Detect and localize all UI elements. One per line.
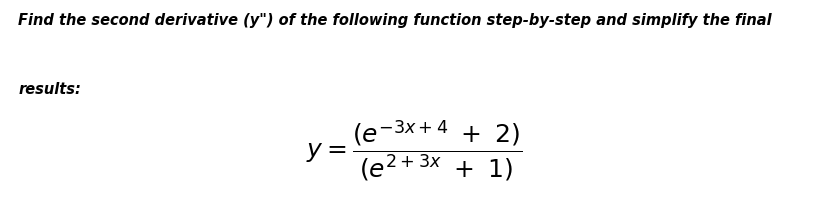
- Text: $y = \dfrac{(e^{-3x+4}\ +\ 2)}{(e^{2+3x}\ +\ 1)}$: $y = \dfrac{(e^{-3x+4}\ +\ 2)}{(e^{2+3x}…: [306, 118, 522, 183]
- Text: Find the second derivative (y") of the following function step-by-step and simpl: Find the second derivative (y") of the f…: [18, 13, 771, 28]
- Text: results:: results:: [18, 82, 81, 97]
